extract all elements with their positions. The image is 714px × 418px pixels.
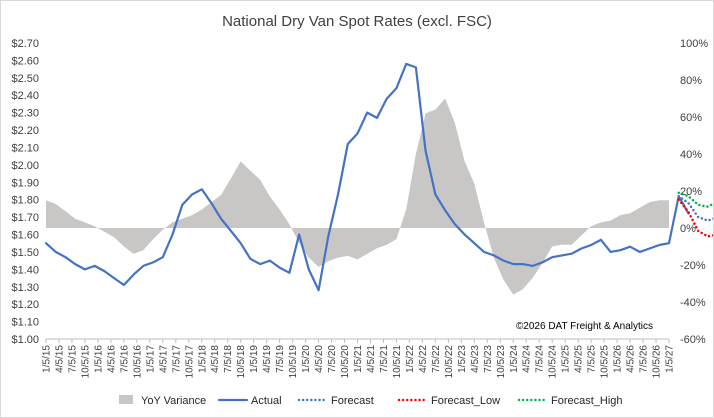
x-tick-label: 10/5/24	[548, 345, 559, 379]
x-tick-label: 7/5/17	[171, 345, 182, 373]
yoy-variance-area	[46, 98, 669, 295]
left-tick-label: $1.40	[11, 264, 39, 276]
x-tick-label: 10/5/15	[80, 345, 91, 379]
series-lines	[44, 62, 713, 292]
left-tick-label: $1.50	[11, 247, 39, 259]
forecast-legend-label: Forecast	[331, 395, 374, 407]
x-tick-label: 4/5/20	[314, 345, 325, 373]
right-tick-label: -20%	[680, 260, 706, 272]
left-axis: $1.00 $1.10 $1.20 $1.30 $1.40 $1.50 $1.60 $1.70…	[11, 38, 39, 346]
x-tick-label: 7/5/23	[483, 345, 494, 373]
x-tick-label: 1/5/19	[249, 345, 260, 373]
legend: YoY Variance Actual Forecast Forecast_Low Fo…	[119, 395, 623, 407]
x-tick-label: 10/5/20	[340, 345, 351, 379]
right-axis: -60% -40% -20% 0% 20% 40% 60% 80% 100%	[680, 38, 708, 346]
left-tick-label: $1.30	[11, 282, 39, 294]
x-tick-label: 1/5/25	[561, 345, 572, 373]
x-tick-label: 10/5/22	[444, 345, 455, 379]
forecast-high-line	[677, 191, 713, 208]
left-tick-label: $1.90	[11, 177, 39, 189]
forecast-low-line	[677, 198, 713, 238]
x-tick-label: 7/5/15	[67, 345, 78, 373]
right-tick-label: 60%	[680, 112, 702, 124]
x-tick-label: 4/5/19	[262, 345, 273, 373]
x-tick-label: 10/5/16	[132, 345, 143, 379]
x-tick-label: 10/5/17	[184, 345, 195, 379]
chart-title: National Dry Van Spot Rates (excl. FSC)	[222, 13, 492, 30]
x-tick-label: 4/5/26	[626, 345, 637, 373]
x-tick-label: 1/5/24	[509, 345, 520, 373]
x-tick-label: 7/5/26	[639, 345, 650, 373]
x-tick-label: 1/5/27	[665, 345, 676, 373]
x-tick-label: 1/5/18	[197, 345, 208, 373]
x-tick-label: 4/5/24	[522, 345, 533, 373]
x-tick-label: 7/5/22	[431, 345, 442, 373]
yoy-variance-area-layer	[46, 98, 669, 295]
forecast-high-legend-label: Forecast_High	[551, 395, 623, 407]
left-tick-label: $2.00	[11, 160, 39, 172]
left-tick-label: $2.70	[11, 38, 39, 50]
right-tick-label: 40%	[680, 149, 702, 161]
x-tick-label: 4/5/18	[210, 345, 221, 373]
x-tick-label: 7/5/24	[535, 345, 546, 373]
left-tick-label: $1.70	[11, 212, 39, 224]
x-tick-label: 4/5/16	[106, 345, 117, 373]
x-tick-label: 10/5/18	[236, 345, 247, 379]
left-tick-label: $1.10	[11, 317, 39, 329]
right-tick-label: 100%	[680, 38, 708, 50]
left-tick-label: $2.10	[11, 142, 39, 154]
x-axis: 1/5/15 4/5/15 7/5/15 10/5/15 1/5/16 4/5/16 7/5…	[42, 339, 676, 378]
left-tick-label: $1.20	[11, 299, 39, 311]
yoy-variance-legend-swatch	[119, 395, 133, 404]
x-tick-label: 1/5/20	[301, 345, 312, 373]
x-tick-label: 10/5/25	[600, 345, 611, 379]
x-tick-label: 10/5/21	[392, 345, 403, 379]
left-tick-label: $2.40	[11, 90, 39, 102]
x-tick-label: 7/5/25	[587, 345, 598, 373]
x-tick-label: 7/5/19	[275, 345, 286, 373]
x-tick-label: 4/5/25	[574, 345, 585, 373]
x-tick-label: 10/5/19	[288, 345, 299, 379]
right-tick-label: 20%	[680, 186, 702, 198]
copyright-note: ©2026 DAT Freight & Analytics	[516, 321, 653, 332]
x-tick-label: 7/5/21	[379, 345, 390, 373]
x-tick-label: 7/5/20	[327, 345, 338, 373]
forecast-low-legend-label: Forecast_Low	[431, 395, 500, 407]
right-tick-label: 0%	[680, 223, 696, 235]
right-tick-label: 80%	[680, 75, 702, 87]
x-tick-label: 7/5/16	[119, 345, 130, 373]
right-tick-label: -40%	[680, 297, 706, 309]
x-tick-label: 7/5/18	[223, 345, 234, 373]
x-tick-label: 1/5/16	[93, 345, 104, 373]
left-tick-label: $1.80	[11, 195, 39, 207]
x-tick-label: 4/5/15	[54, 345, 65, 373]
x-tick-label: 1/5/21	[353, 345, 364, 373]
left-tick-label: $2.30	[11, 108, 39, 120]
left-tick-label: $2.50	[11, 73, 39, 85]
x-tick-label: 1/5/22	[405, 345, 416, 373]
actual-line	[44, 62, 690, 292]
x-tick-label: 1/5/17	[145, 345, 156, 373]
x-tick-label: 1/5/26	[613, 345, 624, 373]
x-tick-label: 1/5/15	[42, 345, 53, 373]
x-tick-label: 10/5/23	[496, 345, 507, 379]
x-tick-label: 4/5/23	[470, 345, 481, 373]
x-tick-label: 4/5/21	[366, 345, 377, 373]
actual-legend-label: Actual	[251, 395, 282, 407]
right-tick-label: -60%	[680, 334, 706, 346]
yoy-variance-legend-label: YoY Variance	[141, 395, 206, 407]
left-tick-label: $2.60	[11, 55, 39, 67]
x-tick-label: 4/5/17	[158, 345, 169, 373]
x-tick-label: 4/5/22	[418, 345, 429, 373]
left-tick-label: $1.00	[11, 334, 39, 346]
left-tick-label: $2.20	[11, 125, 39, 137]
left-tick-label: $1.60	[11, 230, 39, 242]
x-tick-label: 10/5/26	[652, 345, 663, 379]
x-tick-label: 1/5/23	[457, 345, 468, 373]
